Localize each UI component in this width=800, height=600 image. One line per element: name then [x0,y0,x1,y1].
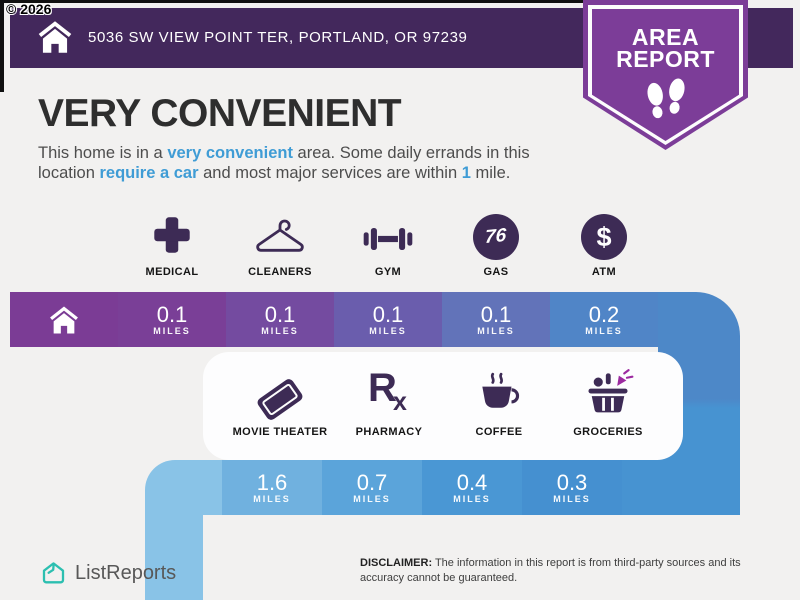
distance-value: 0.1 [156,302,188,327]
distance-value: 0.7 [356,470,388,495]
summary-paragraph: This home is in a very convenient area. … [38,143,586,183]
distance-unit: MILES [453,494,491,504]
grocery-basket-icon [588,369,634,413]
distance-unit: MILES [553,494,591,504]
distance-bar-row2: 1.6 MILES 0.7 MILES 0.4 MILES 0.3 MILES [145,460,740,515]
place-label: CLEANERS [248,266,312,278]
distance-bar-row1: 0.1 MILES 0.1 MILES 0.1 MILES 0.1 MILES … [10,292,658,347]
distance-unit: MILES [153,326,191,336]
distance-value: 0.4 [456,470,488,495]
summary-highlight: very convenient [167,144,293,162]
brand-name: ListReports [75,562,177,584]
place-label: ATM [591,266,617,278]
summary-part: mile. [470,164,511,182]
dumbbell-icon [363,227,413,251]
home-segment [10,292,118,347]
top-edge-line [0,0,583,3]
place-coffee: COFFEE [444,370,554,438]
distance-cell: 0.2 MILES [550,292,658,347]
distance-cell: 0.1 MILES [334,292,442,347]
area-report-badge: AREA REPORT [583,0,748,150]
path-down-band [145,512,203,600]
listreports-logo: ListReports [40,560,176,587]
distance-cell: 0.1 MILES [226,292,334,347]
ticket-icon [255,377,305,422]
distance-value: 1.6 [256,470,288,495]
place-atm: $ ATM [549,206,659,278]
summary-highlight: 1 [461,164,471,182]
copyright-year: © 2026 [6,1,52,17]
distance-value: 0.3 [556,470,588,495]
place-gas: 76 GAS [441,206,551,278]
distance-cell: 0.1 MILES [118,292,226,347]
place-label: MEDICAL [145,266,199,278]
summary-part: This home is in a [38,144,168,162]
distance-unit: MILES [585,326,623,336]
home-icon [38,21,72,53]
place-label: GAS [483,266,509,278]
rx-icon: R x [368,366,407,416]
property-address: 5036 SW VIEW POINT TER, PORTLAND, OR 972… [88,29,468,46]
place-cleaners: CLEANERS [225,206,335,278]
listreports-house-icon [42,562,65,584]
path-fill [622,460,740,515]
summary-part: area. Some daily errands in this locatio… [38,144,530,182]
distance-cell: 0.4 MILES [422,460,522,515]
place-label: MOVIE THEATER [232,426,328,438]
badge-title-line2: REPORT [616,46,715,72]
summary-part: and most major services are within [198,164,462,182]
distance-value: 0.1 [372,302,404,327]
home-icon [50,306,78,333]
place-groceries: GROCERIES [553,369,663,438]
hanger-icon [256,219,304,252]
distance-unit: MILES [253,494,291,504]
dollar-sign-icon: $ [581,214,627,260]
place-movie-theater: MOVIE THEATER [225,370,335,438]
services-card: MOVIE THEATER R x PHARMACY COFFEE [203,352,683,460]
medical-cross-icon [154,217,190,253]
left-edge-line [0,0,4,92]
distance-cell: 0.7 MILES [322,460,422,515]
distance-cell: 0.1 MILES [442,292,550,347]
place-medical: MEDICAL [117,206,227,278]
footprints-icon [646,78,685,119]
summary-highlight: require a car [99,164,199,182]
place-label: GROCERIES [573,426,643,438]
path-elbow-left [145,460,222,515]
place-gym: GYM [333,206,443,278]
place-pharmacy: R x PHARMACY [334,366,444,438]
distance-cell: 1.6 MILES [222,460,322,515]
distance-cell: 0.3 MILES [522,460,622,515]
place-label: PHARMACY [355,426,423,438]
coffee-cup-icon [482,372,520,408]
disclaimer-text: DISCLAIMER: The information in this repo… [360,557,741,584]
distance-unit: MILES [353,494,391,504]
distance-unit: MILES [477,326,515,336]
distance-value: 0.1 [480,302,512,327]
distance-unit: MILES [261,326,299,336]
distance-value: 0.2 [588,302,620,327]
distance-value: 0.1 [264,302,296,327]
place-label: GYM [374,266,402,278]
distance-unit: MILES [369,326,407,336]
disclaimer-label: DISCLAIMER: [360,557,433,569]
place-label: COFFEE [475,426,523,438]
page-title: VERY CONVENIENT [38,92,402,135]
gas-76-icon: 76 [473,214,519,260]
badge-title-line1: AREA [631,24,700,50]
